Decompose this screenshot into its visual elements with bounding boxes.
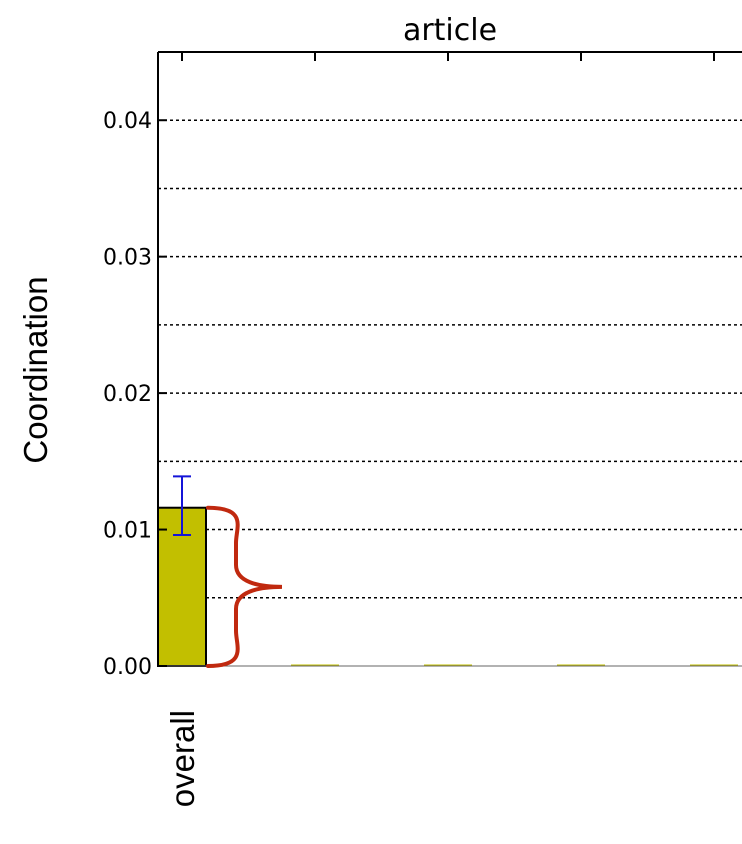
y-tick-label: 0.04: [103, 109, 152, 134]
curly-brace-annotation: [206, 505, 283, 668]
ticks: 0.00 0.01 0.02 0.03 0.04 overall: [103, 109, 201, 807]
annotations: [206, 505, 283, 668]
bar-category-2: [291, 664, 339, 666]
error-bar-overall: [173, 475, 191, 537]
y-tick-label: 0.03: [103, 246, 152, 271]
y-axis-label: Coordination: [17, 276, 54, 463]
x-category-label: overall: [164, 710, 201, 807]
bar-category-3: [424, 664, 472, 666]
bars: [157, 475, 738, 668]
y-tick-label: 0.02: [103, 382, 152, 407]
axes: [157, 51, 742, 667]
chart-title: article: [403, 13, 497, 48]
bar-category-4: [557, 664, 605, 666]
gridlines: [158, 119, 742, 599]
bar-category-5: [690, 664, 738, 666]
y-tick-label: 0.00: [103, 655, 152, 680]
y-tick-label: 0.01: [103, 519, 152, 544]
